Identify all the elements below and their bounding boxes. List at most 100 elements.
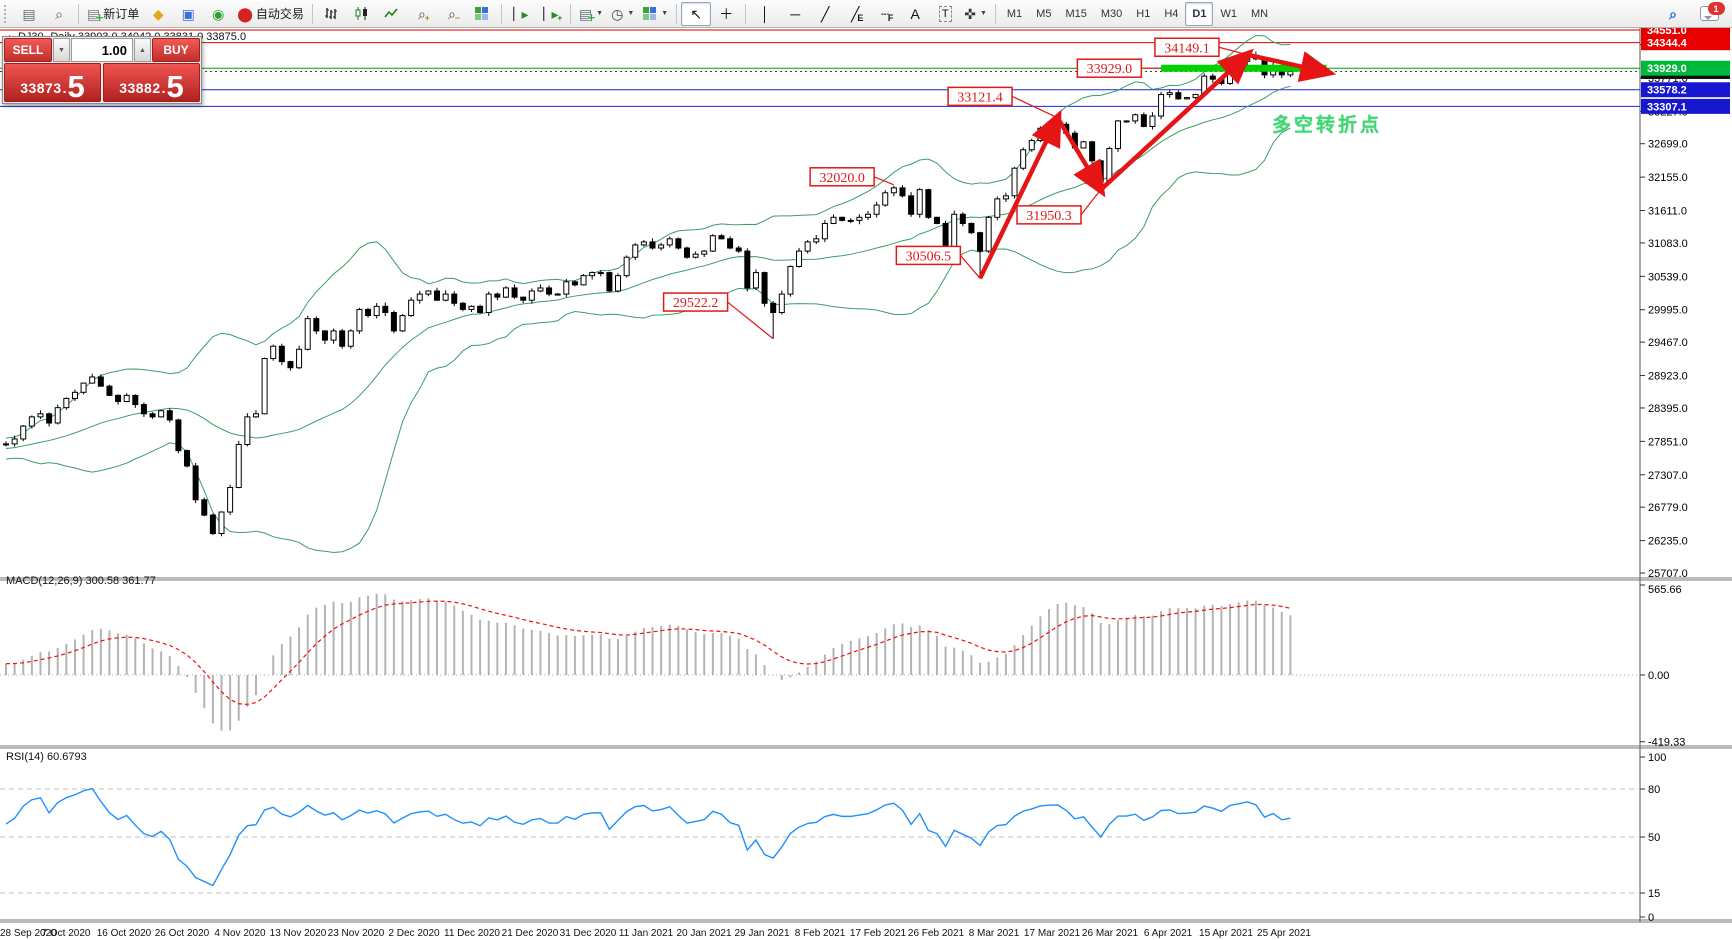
profiles-icon: ⌕ bbox=[55, 5, 63, 22]
svg-text:565.66: 565.66 bbox=[1648, 584, 1682, 596]
svg-text:32699.0: 32699.0 bbox=[1648, 139, 1688, 151]
fibonacci-button[interactable]: ┄ F bbox=[870, 2, 900, 26]
sell-price-button[interactable]: 33873. 5 bbox=[4, 63, 101, 102]
volume-increase-button[interactable]: ▲ bbox=[134, 38, 151, 62]
vertical-line-button[interactable]: │ bbox=[750, 2, 780, 26]
buy-price-button[interactable]: 33882. 5 bbox=[103, 63, 200, 102]
chevron-down-icon: ▼ bbox=[627, 10, 635, 17]
crosshair-button[interactable]: ＋ bbox=[711, 2, 741, 26]
svg-text:33929.0: 33929.0 bbox=[1087, 62, 1133, 77]
arrows-button[interactable]: ✜ ▼ bbox=[960, 2, 991, 26]
svg-text:6 Apr 2021: 6 Apr 2021 bbox=[1144, 928, 1193, 939]
notification-count-badge: 1 bbox=[1707, 2, 1725, 15]
annotation-box[interactable]: 31950.3 bbox=[1016, 205, 1082, 225]
annotation-box[interactable]: 32020.0 bbox=[809, 167, 875, 187]
signals-button[interactable]: ◉ bbox=[203, 2, 233, 26]
equidistant-channel-button[interactable]: ╱ E bbox=[840, 2, 870, 26]
new-chart-window-icon: ▤ bbox=[22, 5, 36, 22]
tile-windows-button[interactable] bbox=[467, 2, 497, 26]
svg-text:31950.3: 31950.3 bbox=[1026, 209, 1072, 224]
annotation-box[interactable]: 30506.5 bbox=[895, 245, 962, 266]
svg-text:26779.0: 26779.0 bbox=[1648, 502, 1688, 514]
svg-text:31611.0: 31611.0 bbox=[1648, 206, 1687, 218]
timeframe-m5-button[interactable]: M5 bbox=[1036, 7, 1052, 20]
svg-text:32020.0: 32020.0 bbox=[819, 171, 865, 186]
chart-shift-icon: ▸ + bbox=[551, 5, 563, 23]
profiles-button[interactable]: ⌕ bbox=[44, 2, 74, 26]
zoom-out-button[interactable]: ⌕ − bbox=[437, 2, 467, 26]
search-button[interactable]: ⌕ bbox=[1658, 2, 1688, 26]
price-annotations[interactable]: 29522.2 30506.5 32020.0 33121.4 31950.3 33929… bbox=[662, 37, 1248, 340]
add-chart-button[interactable]: ▤ ＋ ▼ bbox=[575, 2, 607, 26]
new-chart-window-button[interactable]: ▤ bbox=[14, 2, 44, 26]
svg-text:26 Oct 2020: 26 Oct 2020 bbox=[155, 928, 210, 939]
chat-bubble-icon: 1 bbox=[1699, 2, 1725, 21]
equidistant-channel-icon: ╱ E bbox=[850, 5, 864, 23]
timeframe-m1-button[interactable]: M1 bbox=[1006, 7, 1023, 20]
svg-text:31 Dec 2020: 31 Dec 2020 bbox=[560, 928, 617, 939]
svg-text:29522.2: 29522.2 bbox=[673, 296, 719, 311]
new-order-button[interactable]: ▤ ＋新订单 bbox=[83, 2, 143, 26]
chart-canvas[interactable]: 29522.2 30506.5 32020.0 33121.4 31950.3 33929… bbox=[0, 28, 1732, 940]
svg-text:26 Feb 2021: 26 Feb 2021 bbox=[908, 928, 965, 939]
bollinger-bands[interactable] bbox=[5, 35, 1291, 553]
sell-price-main: 33873 bbox=[20, 80, 62, 96]
text-icon: A bbox=[910, 5, 920, 22]
svg-text:16 Oct 2020: 16 Oct 2020 bbox=[97, 928, 152, 939]
svg-text:20 Jan 2021: 20 Jan 2021 bbox=[676, 928, 731, 939]
arrows-icon: ✜ bbox=[964, 5, 976, 22]
timeframe-m15-button[interactable]: M15 bbox=[1065, 7, 1087, 20]
annotation-box[interactable]: 33121.4 bbox=[947, 86, 1013, 107]
candlestick-chart-button[interactable] bbox=[347, 2, 377, 26]
trend-arrows[interactable] bbox=[978, 48, 1337, 280]
signals-icon: ◉ bbox=[212, 5, 225, 22]
toolbar: ▤ ⌕ ▤ ＋新订单 ◆ ▣ ◉ ⬤ 自动交易 ⌕ + ⌕ − ▏ ▸ ▏ ▸ + ▤ ＋ ▼ ◷ ▼ ▼ ↖ ＋ │ ─ ╱ ╱ E ┄ F A… bbox=[0, 0, 1732, 28]
chevron-down-icon: ▼ bbox=[661, 10, 669, 17]
chart-area[interactable]: 29522.2 30506.5 32020.0 33121.4 31950.3 33929… bbox=[0, 28, 1732, 940]
line-chart-button[interactable] bbox=[377, 2, 407, 26]
annotation-box[interactable]: 34149.1 bbox=[1154, 37, 1220, 58]
svg-text:33121.4: 33121.4 bbox=[957, 90, 1003, 105]
volume-decrease-button[interactable]: ▼ bbox=[53, 38, 70, 62]
price-badge: 34551.0 bbox=[1641, 28, 1730, 38]
chart-shift-button[interactable]: ▏ ▸ + bbox=[543, 5, 563, 23]
annotation-box[interactable]: 33929.0 bbox=[1076, 58, 1143, 78]
metaeditor-button[interactable]: ◆ bbox=[143, 2, 173, 26]
svg-text:21 Dec 2020: 21 Dec 2020 bbox=[502, 928, 559, 939]
trend-line-button[interactable]: ╱ bbox=[810, 2, 840, 26]
terminal-button[interactable]: ▣ bbox=[173, 2, 203, 26]
svg-text:27307.0: 27307.0 bbox=[1648, 470, 1688, 482]
price-axis: 34315.033771.033227.032699.032155.031611… bbox=[1640, 28, 1730, 580]
zoom-in-button[interactable]: ⌕ + bbox=[407, 2, 437, 26]
terminal-icon: ▣ bbox=[181, 5, 195, 22]
svg-text:33578.2: 33578.2 bbox=[1647, 85, 1687, 97]
auto-scroll-button[interactable]: ▏ ▸ bbox=[513, 5, 529, 22]
price-badge: 34344.4 bbox=[1641, 35, 1730, 51]
annotation-box[interactable]: 29522.2 bbox=[662, 292, 729, 312]
chinese-annotation-text[interactable]: 多空转折点 bbox=[1272, 115, 1383, 136]
timeframe-m30-button[interactable]: M30 bbox=[1100, 7, 1123, 20]
svg-text:17 Feb 2021: 17 Feb 2021 bbox=[850, 928, 907, 939]
text-button[interactable]: A bbox=[900, 2, 930, 26]
cursor-button[interactable]: ↖ bbox=[681, 1, 712, 26]
timeframe-mn-button[interactable]: MN bbox=[1250, 7, 1269, 20]
horizontal-level-lines[interactable] bbox=[0, 29, 1640, 107]
svg-text:33307.1: 33307.1 bbox=[1647, 101, 1687, 113]
sell-button[interactable]: SELL bbox=[4, 38, 52, 62]
text-label-button[interactable]: T bbox=[930, 2, 960, 26]
timeframe-h1-button[interactable]: H1 bbox=[1136, 7, 1151, 20]
timeframe-d1-button[interactable]: D1 bbox=[1185, 1, 1214, 26]
bar-chart-button[interactable] bbox=[317, 2, 347, 26]
volume-input[interactable] bbox=[71, 38, 133, 62]
timeframe-w1-button[interactable]: W1 bbox=[1220, 7, 1237, 20]
autotrading-button[interactable]: ⬤ 自动交易 bbox=[233, 2, 308, 26]
buy-button[interactable]: BUY bbox=[152, 38, 200, 62]
notifications-button[interactable]: 1 bbox=[1694, 2, 1725, 26]
periods-button[interactable]: ◷ ▼ bbox=[607, 2, 638, 26]
auto-scroll-icon: ▸ bbox=[521, 5, 529, 22]
horizontal-line-button[interactable]: ─ bbox=[780, 2, 810, 26]
indicators-button[interactable]: ▼ bbox=[638, 2, 672, 26]
svg-text:29467.0: 29467.0 bbox=[1648, 337, 1688, 349]
timeframe-h4-button[interactable]: H4 bbox=[1164, 7, 1179, 20]
